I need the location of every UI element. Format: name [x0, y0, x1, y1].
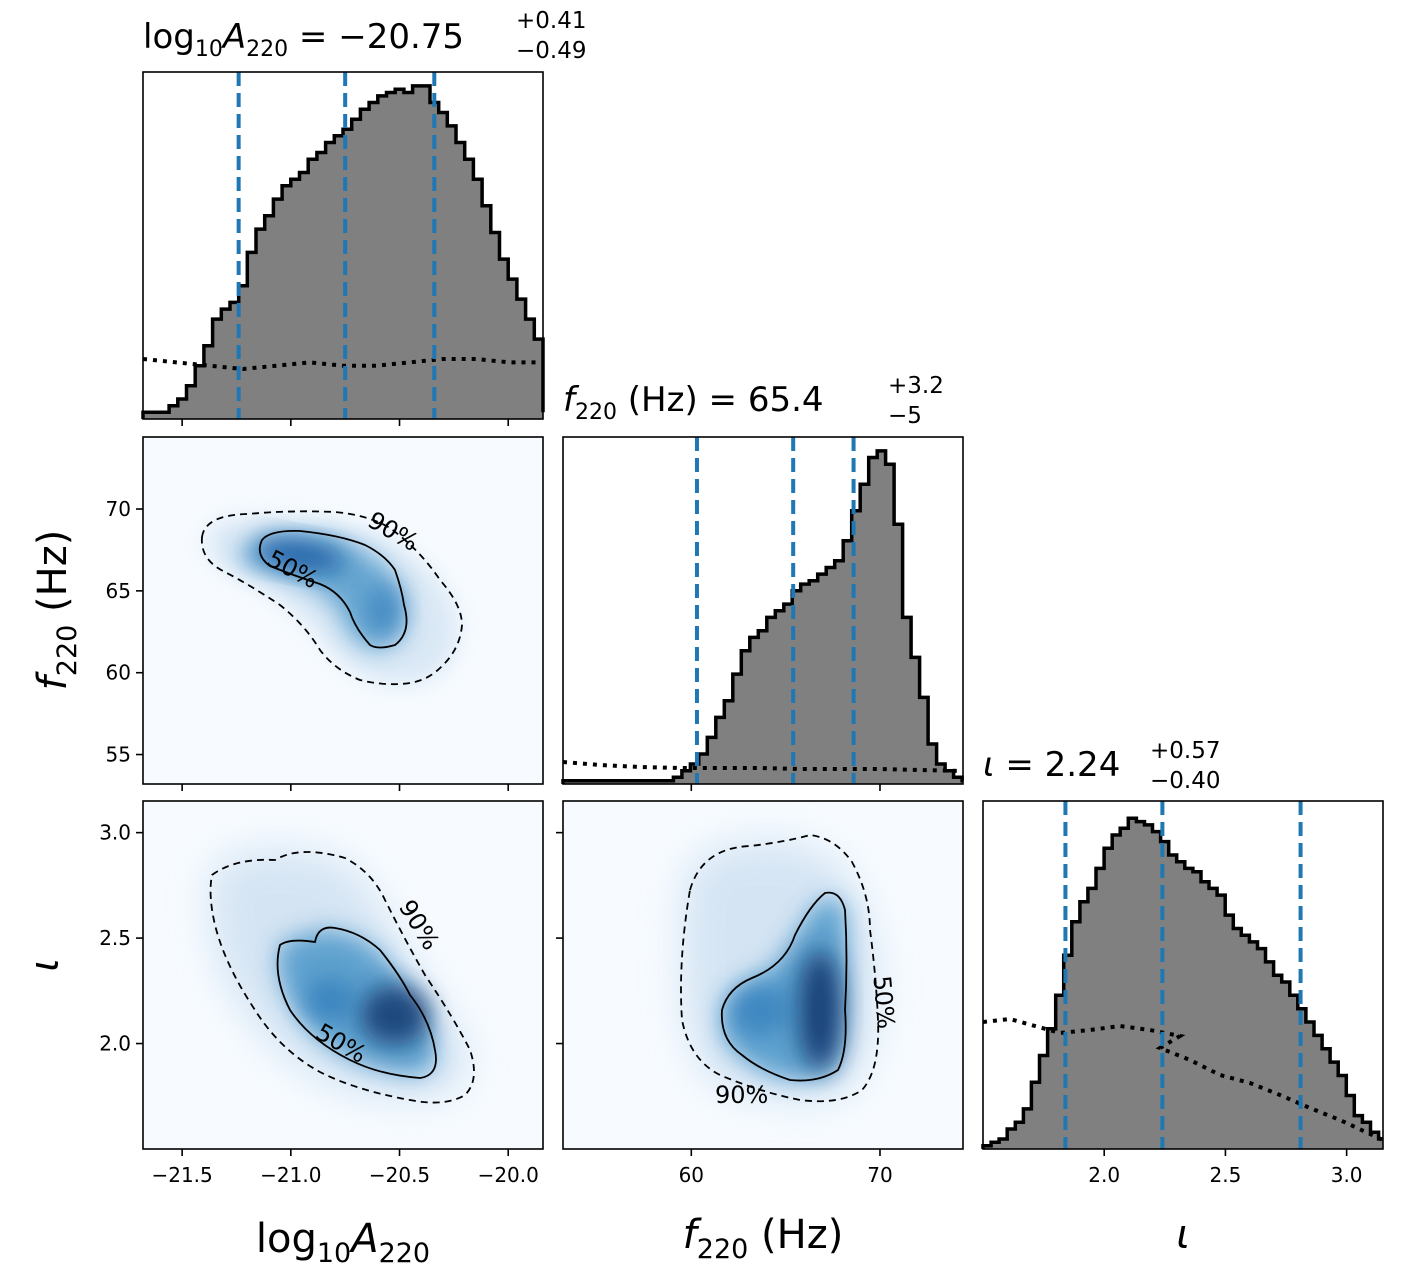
- xtick-label-log10A220-1: −21.0: [260, 1163, 321, 1187]
- xtick-label-iota-0: 2.0: [1088, 1163, 1120, 1187]
- xtick-label-f220-1: 70: [867, 1163, 892, 1187]
- xtick-label-f220-0: 60: [679, 1163, 704, 1187]
- prior-curve-log10A220: [142, 357, 543, 372]
- contour-50-iota-log10A220: [276, 926, 437, 1079]
- density-panel-iota-vs-log10A220: [142, 800, 544, 1150]
- hist-fill-f220: [563, 450, 963, 784]
- ylabel-f220-unit: (Hz): [30, 530, 76, 625]
- hist-fill-iota: [983, 818, 1383, 1149]
- hist-panel-iota: [981, 800, 1384, 1150]
- xtick-label-iota-2: 3.0: [1331, 1163, 1363, 1187]
- quantile-lines-log10A220: [236, 72, 437, 419]
- contour-90-iota-log10A220: [209, 851, 475, 1104]
- hist-fill-log10A220: [143, 85, 543, 420]
- xlabel-log10A220-sub-10: 10: [317, 1238, 351, 1269]
- quantile-lines-f220: [694, 437, 856, 784]
- xlabel-f220-sub: 220: [697, 1234, 749, 1265]
- xtick-label-log10A220-0: −21.5: [151, 1163, 212, 1187]
- contour-label-90-c: 90%: [715, 1081, 768, 1109]
- hist-step-f220: [561, 449, 964, 784]
- hist-step-log10A220: [141, 84, 545, 419]
- prior-curve-iota: [982, 1016, 1384, 1142]
- ytick-label-f220-2: 65: [106, 579, 131, 603]
- ytick-label-f220-3: 70: [106, 497, 131, 521]
- ytick-label-f220-0: 55: [106, 743, 131, 767]
- hist-panel-log10A220: [141, 71, 545, 420]
- title-f220-plus: +3.2: [888, 373, 944, 399]
- title-log10A220-minus: −0.49: [516, 38, 586, 64]
- title-log10A220-A: A: [221, 17, 246, 57]
- title-iota-symbol: ι: [983, 745, 995, 785]
- ytick-label-f220-1: 60: [106, 661, 131, 685]
- ylabel-iota: ι: [22, 958, 68, 972]
- title-iota-value: = 2.24: [995, 745, 1121, 785]
- ylabel-f220-sub: 220: [52, 625, 83, 677]
- contour-50-iota-f220: [720, 891, 848, 1082]
- xlabel-iota: ι: [1176, 1212, 1190, 1258]
- contour-90-f220-log10A220: [201, 510, 463, 686]
- xtick-label-log10A220-2: −20.5: [369, 1163, 430, 1187]
- title-f220-sub: 220: [575, 400, 617, 425]
- title-iota-minus: −0.40: [1150, 768, 1220, 794]
- ylabel-f220: f220 (Hz): [30, 530, 83, 691]
- title-log10A220-plus: +0.41: [516, 8, 586, 34]
- title-log10A220-log: log: [143, 17, 195, 57]
- xlabel-f220: f220 (Hz): [683, 1212, 844, 1265]
- hist-panel-f220: [561, 436, 964, 785]
- title-f220-value: (Hz) = 65.4: [617, 380, 824, 420]
- contour-90-iota-f220: [680, 834, 880, 1103]
- ytick-label-iota-0: 2.0: [99, 1032, 131, 1056]
- xlabel-log10A220-sub-220: 220: [379, 1238, 431, 1269]
- density-panel-f220-vs-log10A220: [142, 436, 544, 785]
- title-log10A220-value: = −20.75: [288, 17, 464, 57]
- contour-label-50-c: 50%: [867, 974, 900, 1030]
- quantile-lines-iota: [1063, 801, 1303, 1149]
- xtick-label-log10A220-3: −20.0: [478, 1163, 539, 1187]
- ytick-label-iota-2: 3.0: [99, 821, 131, 845]
- xtick-label-iota-1: 2.5: [1210, 1163, 1242, 1187]
- title-log10A220-sub-220: 220: [246, 37, 288, 62]
- title-f220: f220 (Hz) = 65.4: [563, 380, 824, 425]
- xlabel-f220-unit: (Hz): [748, 1212, 843, 1258]
- title-iota: ι = 2.24: [983, 745, 1120, 785]
- prior-curve-f220: [562, 760, 964, 773]
- hist-step-iota: [981, 816, 1383, 1149]
- title-f220-minus: −5: [888, 403, 922, 429]
- xlabel-log10A220-log: log: [256, 1216, 317, 1262]
- xlabel-log10A220-A: A: [348, 1216, 378, 1262]
- xlabel-log10A220: log10A220: [256, 1216, 430, 1269]
- ytick-label-iota-1: 2.5: [99, 926, 131, 950]
- axis-ticks: −21.5 −21.0 −20.5 −20.0 60 70 2.0 2.5 3.0 55 60 65 7…: [99, 419, 1363, 1187]
- title-log10A220: log10A220 = −20.75: [143, 17, 464, 62]
- contour-50-f220-log10A220: [258, 530, 408, 649]
- title-log10A220-sub-10: 10: [195, 37, 223, 62]
- title-iota-plus: +0.57: [1150, 738, 1220, 764]
- density-panel-iota-vs-f220: [562, 800, 964, 1150]
